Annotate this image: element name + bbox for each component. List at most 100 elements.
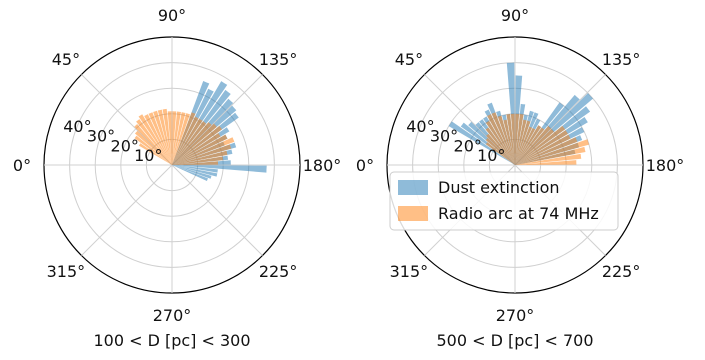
polar-bar-wedge xyxy=(172,122,212,165)
polar-bar-wedge xyxy=(172,165,218,177)
polar-bar-wedge xyxy=(515,160,577,165)
polar-bar-wedge xyxy=(172,116,199,165)
legend-label: Dust extinction xyxy=(438,178,560,197)
r-labels-left: 10°20°30°40° xyxy=(63,117,162,165)
polar-bar-wedge xyxy=(515,139,590,165)
theta-grid-spoke xyxy=(514,74,606,166)
polar-bar-wedge xyxy=(515,126,551,165)
polar-bar-wedge xyxy=(172,161,219,165)
theta-tick-label: 0° xyxy=(13,156,31,175)
theta-tick-label: 225° xyxy=(602,262,641,281)
theta-tick-label: 0° xyxy=(356,156,374,175)
polar-bar-wedge xyxy=(515,126,533,165)
theta-labels-left: 0° 45° 90° 135° 180° 225° 270° 315° xyxy=(13,6,341,325)
polar-bar-wedge xyxy=(138,143,172,165)
polar-panel-left: 0° 45° 90° 135° 180° 225° 270° 315° 10°20°30°40… xyxy=(13,6,341,350)
xlabel-left: 100 < D [pc] < 300 xyxy=(93,331,250,350)
polar-bar-wedge xyxy=(157,109,172,165)
polar-bar-wedge xyxy=(144,114,172,165)
r-tick-label: 40° xyxy=(63,117,91,136)
r-tick-label: 30° xyxy=(87,127,115,146)
polar-bar-wedge xyxy=(515,114,524,165)
theta-tick-label: 180° xyxy=(303,156,342,175)
polar-bar-wedge xyxy=(172,137,235,165)
polar-bar-wedge xyxy=(172,112,186,165)
polar-bar-wedge xyxy=(515,120,531,165)
legend-box xyxy=(389,171,619,231)
theta-tick-label: 45° xyxy=(52,50,80,69)
theta-grid-spoke xyxy=(81,164,173,256)
polar-bar-wedge xyxy=(134,135,172,165)
polar-bar-wedge xyxy=(172,133,221,165)
polar-bar-wedge xyxy=(515,128,536,165)
polar-bar-wedge xyxy=(136,119,172,165)
polar-panel-right: 0° 45° 90° 135° 180° 225° 270° 315° 10°20°30°40… xyxy=(356,6,684,350)
theta-tick-label: 90° xyxy=(501,6,529,25)
polar-bar-wedge xyxy=(503,119,515,165)
polar-bar-wedge xyxy=(134,124,172,165)
r-tick-label: 20° xyxy=(454,136,482,155)
theta-tick-label: 135° xyxy=(259,50,298,69)
theta-labels-right: 0° 45° 90° 135° 180° 225° 270° 315° xyxy=(356,6,684,325)
theta-grid-spoke xyxy=(81,74,173,166)
polar-bar-wedge xyxy=(172,134,228,165)
theta-grid-spoke xyxy=(171,164,263,256)
theta-grid-spoke xyxy=(171,74,263,166)
theta-tick-label: 315° xyxy=(47,262,86,281)
theta-tick-label: 270° xyxy=(153,306,192,325)
polar-grid-left xyxy=(43,36,301,294)
polar-bar-wedge xyxy=(172,125,223,165)
polar-bar-wedge xyxy=(172,123,217,165)
theta-tick-label: 135° xyxy=(602,50,641,69)
polar-bar-wedge xyxy=(172,111,177,165)
polar-bar-wedge xyxy=(153,110,172,165)
polar-bar-wedge xyxy=(138,114,172,165)
r-tick-label: 10° xyxy=(134,146,162,165)
polar-bar-wedge xyxy=(491,112,515,165)
polar-bar-wedge xyxy=(172,144,232,165)
polar-bar-wedge xyxy=(510,113,515,165)
polar-bar-wedge xyxy=(172,150,228,165)
legend-swatch xyxy=(398,180,428,195)
theta-tick-label: 180° xyxy=(646,156,685,175)
theta-tick-label: 315° xyxy=(390,262,429,281)
bars-right xyxy=(448,62,593,165)
polar-bar-wedge xyxy=(515,153,582,165)
polar-bar-wedge xyxy=(172,118,203,165)
theta-tick-label: 225° xyxy=(259,262,298,281)
polar-bar-wedge xyxy=(172,121,207,165)
polar-bar-wedge xyxy=(486,133,515,165)
r-tick-label: 30° xyxy=(430,127,458,146)
polar-bar-wedge xyxy=(485,142,515,165)
legend: Dust extinction Radio arc at 74 MHz xyxy=(389,171,619,231)
legend-swatch xyxy=(398,206,428,221)
polar-bar-wedge xyxy=(515,113,520,165)
polar-bar-wedge xyxy=(487,114,515,165)
polar-bar-wedge xyxy=(515,125,566,165)
r-tick-label: 40° xyxy=(406,117,434,136)
polar-bar-wedge xyxy=(497,115,515,165)
polar-bar-wedge xyxy=(485,127,515,165)
theta-tick-label: 45° xyxy=(395,50,423,69)
polar-bar-wedge xyxy=(515,146,586,165)
polar-bar-wedge xyxy=(148,112,172,165)
polar-bar-wedge xyxy=(515,130,568,165)
bars-left xyxy=(134,81,267,181)
polar-bar-wedge xyxy=(485,138,515,165)
polar-bar-wedge xyxy=(172,165,267,173)
polar-bar-wedge xyxy=(515,129,554,165)
theta-tick-label: 270° xyxy=(496,306,535,325)
r-tick-label: 20° xyxy=(111,136,139,155)
polar-bar-wedge xyxy=(515,119,527,165)
polar-bar-wedge xyxy=(172,165,212,179)
polar-bar-wedge xyxy=(172,156,223,165)
polar-bar-wedge xyxy=(515,137,578,165)
polar-bar-wedge xyxy=(515,127,545,165)
polar-bar-wedge xyxy=(485,120,515,165)
polar-bar-wedge xyxy=(172,113,191,165)
polar-bar-wedge xyxy=(162,108,172,165)
polar-bar-wedge xyxy=(172,111,181,165)
polar-bar-wedge xyxy=(172,112,196,165)
polar-bar-wedge xyxy=(172,165,218,173)
